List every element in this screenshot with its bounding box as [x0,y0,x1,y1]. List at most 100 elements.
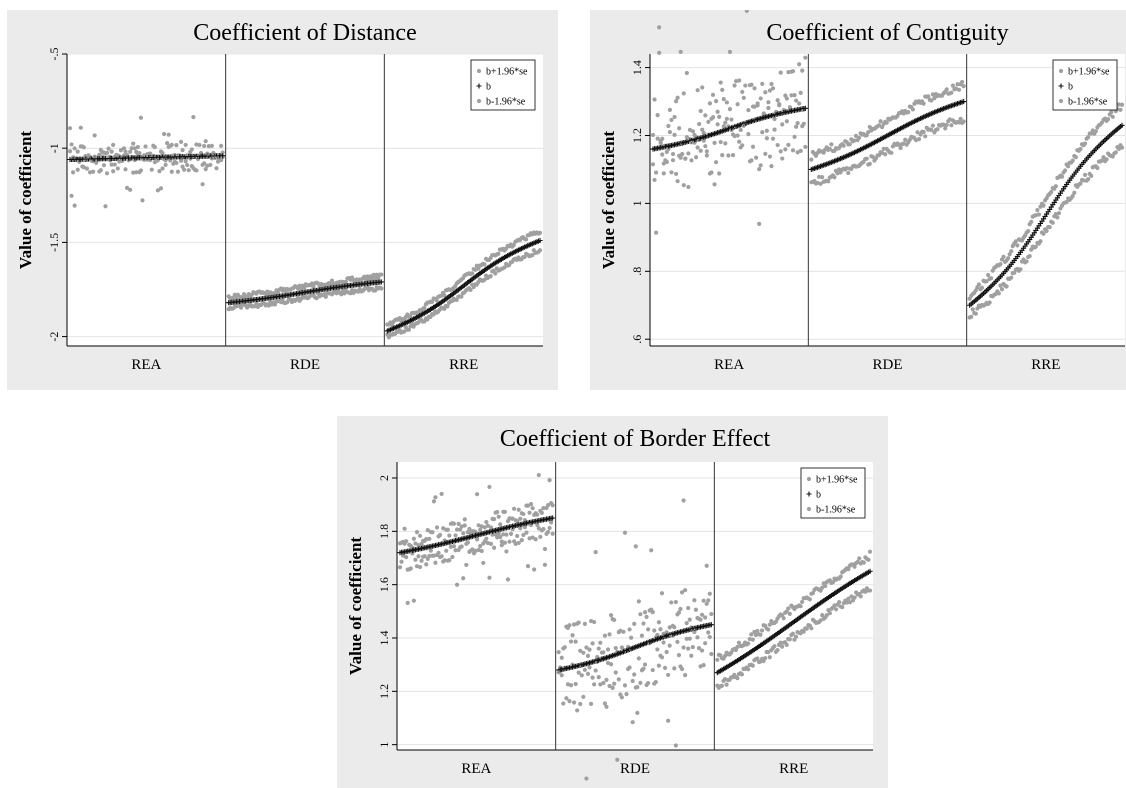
lower-ci-point [616,677,621,682]
upper-ci-point [169,142,174,147]
lower-ci-point [672,132,677,137]
chart-panel-distance: Coefficient of Distance Value of coeffici… [7,10,558,390]
lower-ci-point [103,204,108,209]
lower-ci-point [840,605,845,610]
upper-ci-point [510,516,515,521]
lower-ci-point [935,127,940,132]
upper-ci-point [516,507,521,512]
upper-ci-point [681,498,686,503]
upper-ci-point [792,93,797,98]
lower-ci-point [793,634,799,639]
upper-ci-point [653,230,659,235]
upper-ci-point [646,627,651,632]
lower-ci-point [672,666,677,671]
y-tick-label: 1 [630,200,644,206]
upper-ci-point [693,607,699,612]
lower-ci-point [683,156,688,161]
upper-ci-point [658,627,663,632]
lower-ci-point [488,273,493,279]
lower-ci-point [724,116,729,121]
upper-ci-point [639,633,645,638]
lower-ci-point [613,670,618,675]
upper-ci-point [827,146,832,152]
lower-ci-point [1110,154,1115,159]
lower-ci-point [186,168,191,173]
upper-ci-point [778,70,783,75]
lower-ci-point [1047,225,1052,230]
upper-ci-point [138,115,144,120]
lower-ci-point [561,701,566,706]
lower-ci-point [670,158,676,163]
lower-ci-point [703,641,708,646]
lower-ci-point [867,161,872,166]
upper-ci-point [559,655,564,660]
upper-ci-point [612,617,617,623]
upper-ci-point [203,139,208,144]
upper-ci-point [698,617,703,622]
group-points-rea [650,10,808,235]
lower-ci-point [675,639,680,644]
lower-ci-point [1072,190,1077,195]
lower-ci-point [314,296,319,301]
upper-ci-point [487,484,492,490]
upper-ci-point [695,88,700,93]
upper-ci-point [1066,164,1071,169]
lower-ci-point [996,291,1002,296]
upper-ci-point [488,525,494,530]
lower-ci-point [178,158,184,163]
upper-ci-point [109,149,114,154]
upper-ci-point [800,599,805,605]
lower-ci-point [579,673,584,678]
lower-ci-point [109,162,114,167]
lower-ci-point [505,577,511,582]
lower-ci-point [753,155,759,160]
upper-ci-point [798,604,803,609]
lower-ci-point [758,163,763,168]
upper-ci-point [524,237,529,242]
legend: b+1.96*se b b-1.96*se [470,59,536,111]
lower-ci-point [707,634,712,640]
lower-ci-point [484,536,489,541]
upper-ci-point [984,279,989,284]
upper-ci-point [1006,256,1011,261]
upper-ci-point [910,107,915,112]
lower-ci-point [1009,275,1014,280]
upper-ci-point [1009,249,1014,254]
lower-ci-point [493,271,498,276]
lower-ci-point [760,130,765,135]
y-tick-label: 1.4 [630,60,644,75]
upper-ci-point [676,610,682,615]
lower-ci-point [522,254,527,260]
lower-ci-point [772,127,777,132]
group-points-rre [714,549,873,690]
upper-ci-point [1049,189,1054,195]
upper-ci-point [749,632,754,637]
lower-ci-point [858,594,863,599]
lower-ci-point [818,181,823,186]
upper-ci-point [567,623,572,628]
lower-ci-point [704,153,709,158]
upper-ci-point [496,251,501,256]
lower-ci-point [542,562,548,567]
upper-ci-point [302,285,307,290]
upper-ci-point [678,606,683,612]
upper-ci-point [736,640,742,645]
upper-ci-point [458,527,463,532]
lower-ci-point [547,525,552,531]
upper-ci-point [704,601,709,606]
lower-ci-point [903,137,908,142]
upper-ci-point [669,600,674,605]
lower-ci-point [454,582,460,587]
upper-ci-point [775,98,780,103]
lower-ci-point [183,159,188,164]
estimate-point [220,153,226,159]
upper-ci-point [111,142,116,147]
upper-ci-point [1082,141,1088,146]
lower-ci-point [112,162,117,167]
lower-ci-point [729,117,734,122]
upper-ci-point [686,151,691,156]
lower-ci-point [587,665,592,670]
upper-ci-point [803,55,808,60]
lower-ci-point [998,283,1003,288]
upper-ci-point [786,69,791,75]
